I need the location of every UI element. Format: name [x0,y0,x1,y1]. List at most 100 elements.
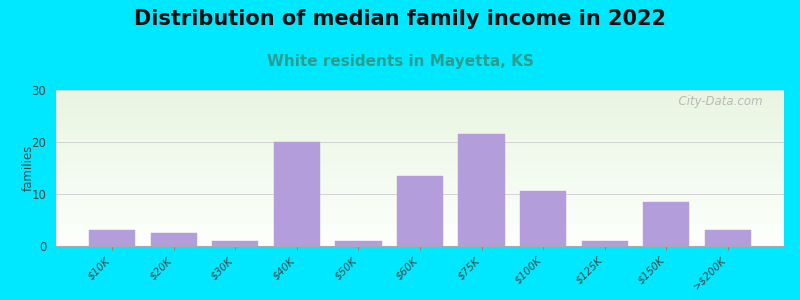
Bar [56,191,784,192]
Bar [56,229,784,230]
Bar [56,119,784,120]
Bar [56,240,784,241]
Bar [56,113,784,114]
Bar [56,172,784,173]
Bar [397,176,443,246]
Bar [56,153,784,154]
Bar [56,139,784,140]
Bar [56,114,784,115]
Bar [56,96,784,97]
Bar [56,116,784,117]
Bar [56,145,784,146]
Bar [56,201,784,202]
Text: City-Data.com: City-Data.com [670,95,762,108]
Bar [56,121,784,122]
Bar [56,106,784,107]
Bar [56,111,784,112]
Bar [56,120,784,121]
Bar [582,241,628,246]
Bar [150,233,197,246]
Bar [56,126,784,127]
Bar [56,112,784,113]
Bar [56,140,784,141]
Bar [56,220,784,221]
Bar [56,158,784,159]
Bar [89,230,135,246]
Bar [56,187,784,188]
Bar [520,191,566,246]
Bar [56,190,784,191]
Bar [56,223,784,224]
Bar [56,169,784,170]
Bar [56,148,784,149]
Bar [56,230,784,231]
Bar [56,173,784,174]
Bar [56,91,784,92]
Bar [56,199,784,200]
Bar [56,103,784,104]
Bar [56,226,784,227]
Bar [56,210,784,211]
Y-axis label: families: families [22,145,35,191]
Bar [56,183,784,184]
Bar [56,215,784,216]
Bar [56,155,784,156]
Bar [56,216,784,217]
Bar [56,209,784,210]
Bar [56,239,784,240]
Text: White residents in Mayetta, KS: White residents in Mayetta, KS [266,54,534,69]
Bar [56,141,784,142]
Bar [56,105,784,106]
Bar [458,134,505,246]
Bar [335,241,382,246]
Bar [56,147,784,148]
Bar [56,104,784,105]
Bar [56,202,784,203]
Bar [56,157,784,158]
Bar [56,123,784,124]
Bar [56,207,784,208]
Bar [56,146,784,147]
Bar [56,224,784,225]
Bar [56,214,784,215]
Bar [56,95,784,96]
Bar [56,170,784,171]
Bar [56,131,784,132]
Bar [56,244,784,245]
Bar [56,232,784,233]
Bar [56,185,784,186]
Bar [56,231,784,232]
Bar [56,205,784,206]
Bar [56,222,784,223]
Bar [56,117,784,118]
Bar [56,186,784,187]
Bar [56,189,784,190]
Bar [56,154,784,155]
Bar [56,149,784,150]
Bar [56,94,784,95]
Bar [56,102,784,103]
Bar [56,218,784,219]
Bar [56,236,784,237]
Bar [56,194,784,195]
Bar [56,99,784,100]
Bar [56,165,784,166]
Bar [56,238,784,239]
Bar [56,175,784,176]
Bar [56,162,784,163]
Bar [56,219,784,220]
Bar [56,100,784,101]
Bar [56,176,784,177]
Bar [56,225,784,226]
Bar [56,135,784,136]
Bar [56,235,784,236]
Bar [56,122,784,123]
Bar [56,182,784,183]
Bar [56,200,784,201]
Bar [56,206,784,207]
Bar [56,161,784,162]
Bar [56,150,784,151]
Bar [56,193,784,194]
Bar [56,144,784,145]
Bar [56,196,784,197]
